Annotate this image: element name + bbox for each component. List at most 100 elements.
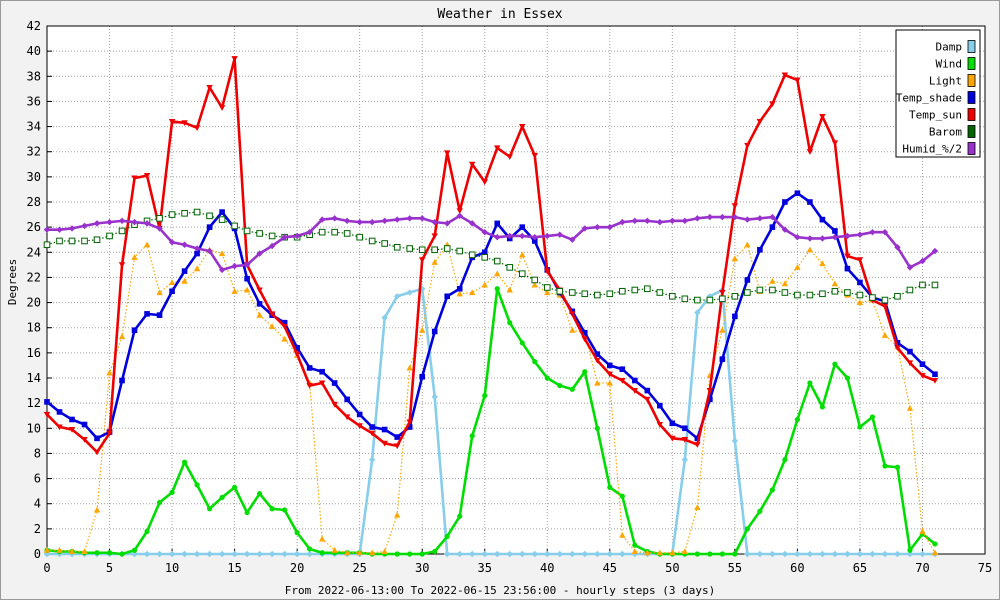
series-layer	[43, 56, 939, 558]
y-tick-label: 40	[27, 44, 41, 58]
data-point	[794, 550, 801, 558]
data-point	[619, 218, 626, 226]
y-tick-label: 34	[27, 120, 41, 134]
data-point	[744, 550, 751, 558]
data-point	[806, 235, 814, 242]
data-point	[456, 290, 463, 297]
data-point	[681, 548, 689, 555]
data-point	[932, 371, 938, 378]
data-point	[557, 382, 563, 389]
data-point	[368, 237, 376, 245]
data-point	[119, 377, 125, 384]
data-point	[406, 419, 413, 426]
data-point	[93, 236, 101, 244]
data-point	[806, 550, 814, 558]
data-point	[356, 423, 363, 429]
data-point	[681, 437, 689, 443]
data-point	[619, 377, 626, 384]
data-point	[719, 356, 726, 362]
data-point	[844, 289, 851, 296]
data-point	[919, 281, 926, 289]
data-point	[44, 399, 50, 405]
data-point	[331, 215, 338, 222]
data-point	[331, 401, 338, 408]
data-point	[506, 550, 513, 558]
data-point	[581, 336, 588, 343]
data-point	[919, 361, 926, 367]
data-point	[518, 270, 526, 277]
data-point	[769, 213, 776, 221]
y-tick-label: 36	[27, 94, 41, 108]
data-point	[756, 286, 764, 294]
data-point	[243, 227, 251, 235]
data-point	[506, 232, 513, 240]
data-point	[43, 226, 51, 233]
x-tick-label: 35	[478, 561, 492, 575]
data-point	[857, 279, 863, 286]
data-point	[294, 345, 300, 351]
data-point	[619, 531, 626, 538]
data-point	[706, 296, 714, 304]
data-point	[581, 329, 588, 336]
data-point	[407, 551, 413, 557]
data-point	[93, 220, 101, 227]
data-point	[906, 264, 914, 271]
data-point	[606, 379, 613, 386]
data-point	[293, 550, 301, 558]
x-tick-label: 60	[790, 561, 804, 575]
data-point	[343, 230, 351, 237]
data-point	[644, 549, 651, 556]
data-point	[581, 290, 589, 298]
data-point	[506, 286, 513, 293]
data-point	[519, 224, 526, 230]
data-point	[781, 289, 789, 296]
data-point	[143, 550, 151, 558]
data-point	[418, 246, 426, 254]
series-line	[46, 287, 936, 556]
data-point	[531, 550, 538, 558]
data-point	[556, 550, 563, 558]
data-point	[881, 296, 889, 304]
data-point	[644, 387, 651, 394]
data-point	[331, 228, 338, 236]
data-point	[331, 547, 338, 553]
data-point	[919, 550, 926, 558]
data-point	[869, 414, 876, 420]
y-tick-label: 12	[27, 396, 41, 410]
data-point	[744, 289, 751, 296]
data-point	[43, 411, 51, 418]
chart-title: Weather in Essex	[437, 7, 562, 22]
data-point	[731, 213, 739, 221]
data-point	[493, 257, 501, 265]
data-point	[143, 220, 151, 227]
data-point	[356, 411, 363, 418]
data-point	[844, 550, 851, 558]
data-point	[756, 550, 764, 558]
data-point	[56, 547, 63, 553]
data-point	[243, 286, 251, 293]
data-point	[831, 140, 839, 147]
data-point	[356, 233, 363, 241]
data-point	[419, 373, 425, 380]
data-point	[144, 311, 150, 317]
x-tick-label: 15	[227, 561, 241, 575]
data-point	[844, 232, 851, 240]
data-point	[481, 550, 488, 558]
data-point	[94, 435, 100, 442]
data-point	[268, 242, 276, 250]
data-point	[681, 456, 689, 463]
data-point	[181, 210, 188, 217]
data-point	[69, 416, 75, 423]
legend-swatch	[967, 142, 976, 155]
y-tick-label: 20	[27, 296, 41, 310]
data-point	[569, 386, 575, 392]
data-point	[744, 277, 751, 283]
data-point	[494, 234, 501, 241]
y-tick-label: 8	[34, 446, 41, 460]
data-point	[769, 550, 776, 558]
data-point	[156, 312, 163, 318]
data-point	[369, 424, 375, 430]
data-point	[219, 209, 225, 215]
data-point	[831, 550, 839, 558]
data-point	[281, 323, 288, 330]
